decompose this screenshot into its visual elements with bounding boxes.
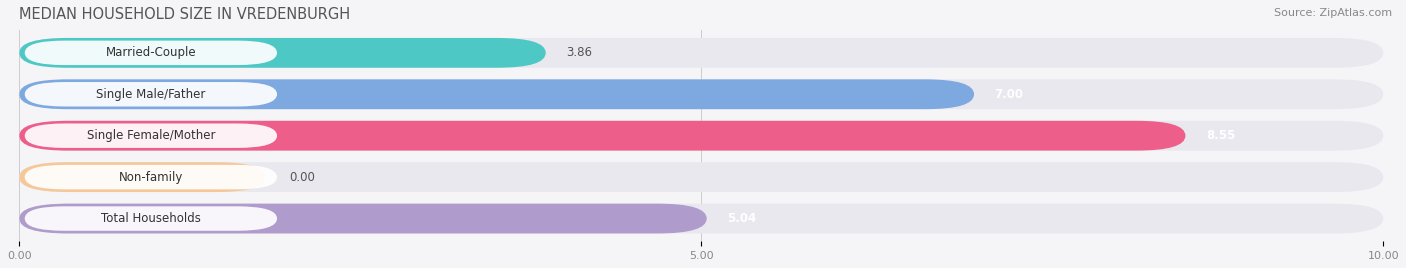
FancyBboxPatch shape	[25, 124, 277, 148]
FancyBboxPatch shape	[20, 79, 974, 109]
Text: 3.86: 3.86	[567, 46, 592, 59]
FancyBboxPatch shape	[25, 206, 277, 231]
Text: Source: ZipAtlas.com: Source: ZipAtlas.com	[1274, 8, 1392, 18]
Text: Single Male/Father: Single Male/Father	[96, 88, 205, 101]
FancyBboxPatch shape	[20, 121, 1185, 151]
FancyBboxPatch shape	[20, 204, 707, 233]
FancyBboxPatch shape	[20, 38, 1384, 68]
Text: Total Households: Total Households	[101, 212, 201, 225]
Text: 0.00: 0.00	[290, 171, 315, 184]
Text: Married-Couple: Married-Couple	[105, 46, 197, 59]
FancyBboxPatch shape	[20, 79, 1384, 109]
Text: MEDIAN HOUSEHOLD SIZE IN VREDENBURGH: MEDIAN HOUSEHOLD SIZE IN VREDENBURGH	[20, 7, 350, 22]
Text: 5.04: 5.04	[727, 212, 756, 225]
FancyBboxPatch shape	[25, 41, 277, 65]
FancyBboxPatch shape	[25, 82, 277, 106]
FancyBboxPatch shape	[20, 162, 264, 192]
FancyBboxPatch shape	[20, 204, 1384, 233]
Text: Single Female/Mother: Single Female/Mother	[87, 129, 215, 142]
Text: 8.55: 8.55	[1206, 129, 1236, 142]
FancyBboxPatch shape	[20, 38, 546, 68]
Text: 7.00: 7.00	[994, 88, 1024, 101]
FancyBboxPatch shape	[20, 162, 1384, 192]
FancyBboxPatch shape	[25, 165, 277, 189]
Text: Non-family: Non-family	[118, 171, 183, 184]
FancyBboxPatch shape	[20, 121, 1384, 151]
